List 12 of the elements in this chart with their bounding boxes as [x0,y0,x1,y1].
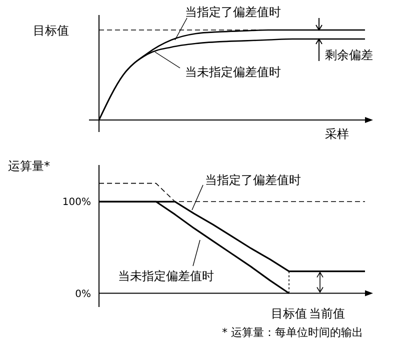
series-label: 当指定了偏差值时 [185,4,281,21]
y-tick-label: 0% [75,288,91,300]
y-axis-title: 运算量* [8,158,50,175]
annotation: 剩余偏差 [325,47,373,64]
x-axis-title: 采样 [325,126,349,143]
legend-label: 当未指定偏差值时 [118,268,214,285]
series-label: 当未指定偏差值时 [185,64,281,81]
y-tick-label: 100% [62,197,91,208]
x-tick-label: 当前值 [309,306,345,321]
ref-line-label: 目标值 [33,23,69,38]
text: 当指定了偏差值时 [205,172,301,189]
text: * 运算量：每单位时间的输出 [222,325,363,340]
